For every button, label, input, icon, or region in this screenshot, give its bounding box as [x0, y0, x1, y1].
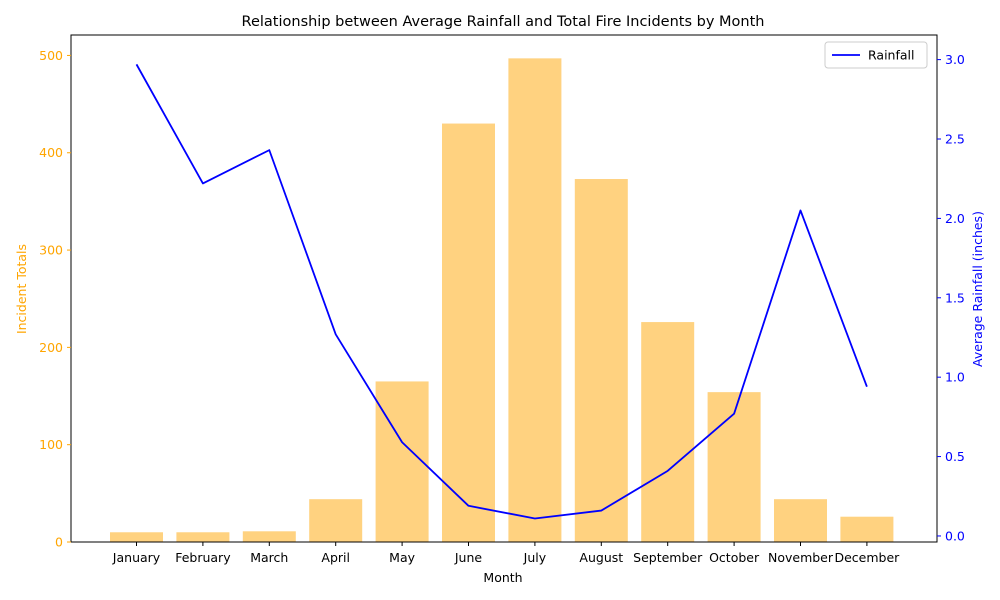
x-tick-label-november: November: [768, 550, 834, 565]
bar-february: [176, 532, 230, 542]
chart-title: Relationship between Average Rainfall an…: [242, 14, 765, 30]
x-tick-label-march: March: [250, 550, 288, 565]
x-axis-label: Month: [483, 570, 522, 585]
bar-march: [242, 531, 296, 542]
plot-frame: [70, 34, 938, 543]
y-right-tick-label-5: 2.5: [945, 132, 965, 147]
legend-rainfall-label: Rainfall: [868, 48, 914, 63]
y-left-tick-label-100: 100: [39, 437, 63, 452]
bars-group: [110, 58, 894, 543]
rainfall-line-group: [135, 63, 868, 520]
legend: Rainfall: [824, 41, 928, 69]
y-left-tick-label-0: 0: [55, 535, 63, 550]
x-tick-label-august: August: [579, 550, 623, 565]
x-tick-label-april: April: [321, 550, 350, 565]
bar-september: [641, 322, 695, 542]
x-tick-label-october: October: [709, 550, 760, 565]
y-right-tick-label-2: 1.0: [945, 370, 965, 385]
y-right-tick-label-3: 1.5: [945, 290, 965, 305]
y-axis-left-label: Incident Totals: [14, 244, 29, 334]
y-axis-left: 0 100 200 300 400 500: [39, 48, 71, 550]
legend-box: [824, 41, 928, 69]
x-tick-label-february: February: [175, 550, 231, 565]
y-left-tick-label-500: 500: [39, 48, 63, 63]
y-left-tick-label-300: 300: [39, 243, 63, 258]
y-left-tick-label-400: 400: [39, 145, 63, 160]
y-right-tick-label-6: 3.0: [945, 52, 965, 67]
y-right-tick-label-1: 0.5: [945, 449, 965, 464]
y-right-tick-label-0: 0.0: [945, 528, 965, 543]
x-tick-label-september: September: [633, 550, 703, 565]
bar-august: [574, 179, 628, 543]
rainfall-line: [135, 63, 868, 520]
y-right-tick-label-4: 2.0: [945, 211, 965, 226]
bar-december: [840, 516, 894, 542]
y-axis-right: 0.0 0.5 1.0 1.5 2.0 2.5 3.0: [937, 52, 965, 543]
x-tick-label-july: July: [523, 550, 547, 565]
y-axis-right-label: Average Rainfall (inches): [970, 211, 985, 367]
bar-june: [442, 123, 495, 543]
x-axis: January February March April May June July Augu…: [112, 542, 900, 565]
x-tick-label-may: May: [389, 550, 415, 565]
bar-july: [508, 58, 562, 542]
x-tick-label-december: December: [834, 550, 900, 565]
x-tick-label-june: June: [454, 550, 483, 565]
x-tick-label-january: January: [112, 550, 161, 565]
bar-november: [774, 499, 827, 542]
bar-april: [309, 499, 363, 542]
bar-may: [375, 381, 429, 542]
bar-october: [707, 392, 761, 542]
y-left-tick-label-200: 200: [39, 340, 63, 355]
bar-january: [110, 532, 163, 542]
